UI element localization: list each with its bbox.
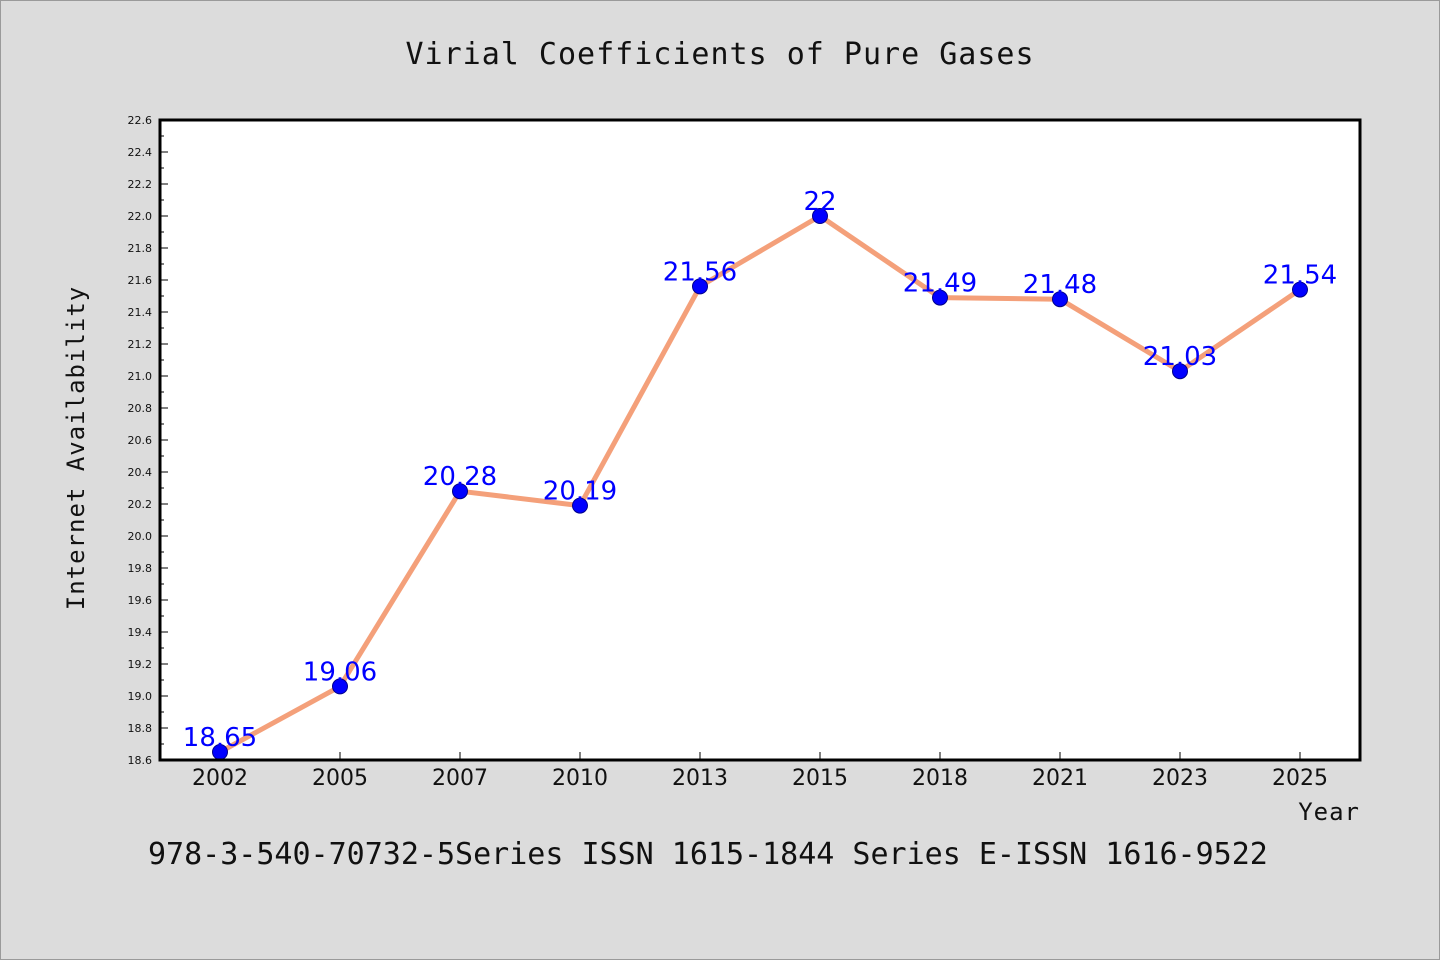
x-tick-label: 2021 (1032, 766, 1088, 791)
y-tick-label: 21.6 (128, 274, 153, 287)
y-tick-label: 19.2 (128, 658, 153, 671)
y-tick-label: 21.0 (128, 370, 153, 383)
data-label: 21.48 (1023, 270, 1097, 300)
series-line (217, 213, 1303, 755)
x-tick-label: 2010 (552, 766, 608, 791)
data-point (572, 497, 588, 514)
y-tick-label: 20.8 (128, 402, 153, 415)
y-tick-label: 22.6 (128, 114, 153, 127)
data-point (452, 483, 468, 500)
y-tick-label: 22.2 (128, 178, 153, 191)
data-point (932, 289, 948, 306)
y-tick-label: 20.6 (128, 434, 153, 447)
y-tick-label: 20.2 (128, 498, 153, 511)
data-point (1172, 363, 1188, 380)
y-tick-label: 22.4 (128, 146, 153, 159)
y-tick-label: 19.8 (128, 562, 153, 575)
x-tick-label: 2002 (192, 766, 248, 791)
x-axis-ticks: 2002 2005 2007 2010 2013 2015 2018 2021 2023 2025 (192, 752, 1328, 791)
y-tick-label: 20.0 (128, 530, 153, 543)
data-point (1292, 281, 1308, 298)
x-tick-label: 2015 (792, 766, 848, 791)
y-tick-label: 21.4 (128, 306, 153, 319)
x-tick-label: 2013 (672, 766, 728, 791)
y-tick-label: 21.2 (128, 338, 153, 351)
data-point (1052, 291, 1068, 308)
y-tick-label: 21.8 (128, 242, 153, 255)
x-tick-label: 2025 (1272, 766, 1328, 791)
data-label: 18.65 (183, 723, 257, 753)
chart-title: Virial Coefficients of Pure Gases (405, 37, 1034, 72)
data-point (692, 278, 708, 295)
y-tick-label: 18.6 (128, 754, 153, 767)
y-tick-label: 18.8 (128, 722, 153, 735)
y-tick-label: 19.6 (128, 594, 153, 607)
y-tick-label: 19.0 (128, 690, 153, 703)
x-tick-label: 2018 (912, 766, 968, 791)
x-tick-label: 2007 (432, 766, 488, 791)
x-axis-title: Year (1298, 798, 1360, 826)
y-axis-title: Internet Availability (62, 286, 90, 610)
data-label: 22 (803, 187, 836, 217)
y-tick-label: 19.4 (128, 626, 153, 639)
data-label: 20.19 (543, 477, 617, 507)
data-label: 21.03 (1143, 342, 1217, 372)
y-tick-label: 20.4 (128, 466, 153, 479)
data-label: 21.54 (1263, 261, 1337, 291)
x-tick-label: 2005 (312, 766, 368, 791)
data-label: 21.49 (903, 269, 977, 299)
data-label: 21.56 (663, 257, 737, 287)
data-label: 20.28 (423, 462, 497, 492)
plot-frame (158, 118, 1362, 762)
data-label: 19.06 (303, 657, 377, 687)
series-layer: 18.65 19.06 20.28 20.19 21.56 22 21.49 21.48 21.… (183, 187, 1337, 760)
y-tick-label: 22.0 (128, 210, 153, 223)
data-point (332, 678, 348, 695)
x-tick-label: 2023 (1152, 766, 1208, 791)
data-point (812, 208, 828, 224)
footer-isbn-issn: 978-3-540-70732-5Series ISSN 1615-1844 S… (148, 837, 1268, 872)
